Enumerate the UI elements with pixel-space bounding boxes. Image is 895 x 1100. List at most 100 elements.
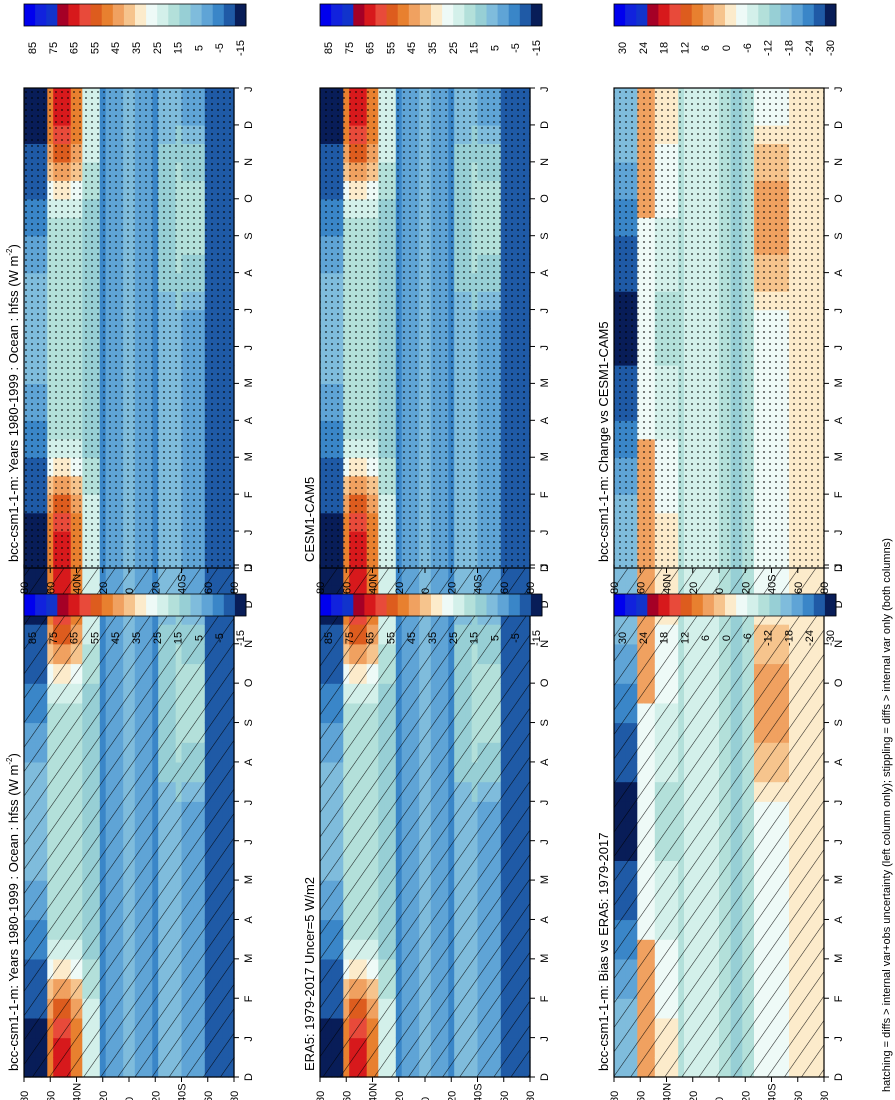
month-label: S xyxy=(243,232,255,239)
lat-tick-label: 80 xyxy=(609,1091,621,1100)
month-label: A xyxy=(243,269,255,277)
lat-tick-label: 20 xyxy=(394,1091,406,1100)
lat-tick-label: 40S xyxy=(177,1083,189,1100)
panel-title: bcc-csm1-1-m: Bias vs ERA5: 1979-2017 xyxy=(596,833,611,1071)
lat-tick-label: 20 xyxy=(150,582,162,594)
month-label: J xyxy=(243,530,255,536)
lat-tick-label: 40N xyxy=(72,574,84,594)
lat-tick-label: 40S xyxy=(177,574,189,594)
lat-tick-label: 80 xyxy=(525,1091,537,1100)
lat-tick-label: 20 xyxy=(446,582,458,594)
lat-tick-label: 80 xyxy=(819,1091,831,1100)
month-label: F xyxy=(833,995,845,1002)
lat-tick-label: 20 xyxy=(150,1091,162,1100)
month-label: J xyxy=(243,800,255,806)
month-label: J xyxy=(539,839,551,845)
lat-tick-label: 40N xyxy=(72,1083,84,1100)
lat-tick-label: 20 xyxy=(394,582,406,594)
month-label: M xyxy=(243,954,255,963)
panel-1: bcc-csm1-1-m: Years 1980-1999 : Ocean : … xyxy=(5,564,255,1100)
panel-title: ERA5: 1979-2017 Uncer=5 W/m2 xyxy=(302,877,317,1071)
month-label: O xyxy=(539,678,551,687)
month-label: D xyxy=(243,121,255,129)
month-label: S xyxy=(833,719,845,726)
lat-tick-label: 0 xyxy=(714,1097,726,1100)
lat-tick-label: 0 xyxy=(124,588,136,594)
panel-title: bcc-csm1-1-m: Years 1980-1999 : Ocean : … xyxy=(5,244,21,562)
month-label: M xyxy=(539,875,551,884)
lat-tick-label: 60 xyxy=(45,1091,57,1100)
lat-tick-label: 80 xyxy=(229,1091,241,1100)
month-label: J xyxy=(833,839,845,845)
panel-4: bcc-csm1-1-m: Years 1980-1999 : Ocean : … xyxy=(5,87,255,595)
lat-tick-label: 60 xyxy=(499,1091,511,1100)
lat-tick-label: 80 xyxy=(229,582,241,594)
month-label: D xyxy=(833,600,845,608)
month-label: J xyxy=(243,839,255,845)
month-label: J xyxy=(539,308,551,314)
month-label: J xyxy=(833,1036,845,1042)
hatching-overlay xyxy=(614,565,824,1077)
month-label: D xyxy=(833,1073,845,1081)
lat-tick-label: 20 xyxy=(98,1091,110,1100)
month-label: F xyxy=(243,491,255,498)
stippling-overlay xyxy=(24,88,234,568)
lat-tick-label: 80 xyxy=(19,1091,31,1100)
month-label: S xyxy=(243,719,255,726)
month-label: J xyxy=(539,800,551,806)
lat-tick-label: 80 xyxy=(19,582,31,594)
month-label: J xyxy=(243,564,255,570)
lat-tick-label: 80 xyxy=(525,582,537,594)
month-label: N xyxy=(243,640,255,648)
month-label: M xyxy=(243,875,255,884)
lat-tick-label: 20 xyxy=(688,1091,700,1100)
month-label: D xyxy=(243,564,255,572)
lat-tick-label: 0 xyxy=(124,1097,136,1100)
hatching-overlay xyxy=(24,565,234,1077)
month-label: A xyxy=(243,416,255,424)
month-label: D xyxy=(243,600,255,608)
month-label: D xyxy=(539,121,551,129)
month-label: J xyxy=(539,1036,551,1042)
month-label: O xyxy=(539,194,551,203)
lat-tick-label: 0 xyxy=(420,588,432,594)
month-label: D xyxy=(539,1073,551,1081)
month-label: O xyxy=(833,678,845,687)
month-label: J xyxy=(539,530,551,536)
month-label: A xyxy=(833,758,845,766)
month-label: D xyxy=(243,1073,255,1081)
lat-tick-label: 40S xyxy=(473,1083,485,1100)
month-label: A xyxy=(539,758,551,766)
lat-tick-label: 60 xyxy=(45,582,57,594)
month-label: S xyxy=(539,719,551,726)
lat-tick-label: 40S xyxy=(473,574,485,594)
month-label: J xyxy=(833,800,845,806)
month-label: J xyxy=(539,87,551,93)
lat-tick-label: 20 xyxy=(740,1091,752,1100)
month-label: J xyxy=(539,345,551,351)
lat-tick-label: 20 xyxy=(98,582,110,594)
month-label: N xyxy=(539,640,551,648)
month-label: N xyxy=(833,640,845,648)
lat-tick-label: 60 xyxy=(635,1091,647,1100)
lat-tick-label: 60 xyxy=(793,1091,805,1100)
month-label: M xyxy=(539,452,551,461)
lat-tick-label: 60 xyxy=(203,1091,215,1100)
month-label: M xyxy=(539,378,551,387)
panel-title: bcc-csm1-1-m: Years 1980-1999 : Ocean : … xyxy=(5,753,21,1071)
lat-tick-label: 60 xyxy=(203,582,215,594)
lat-tick-label: 80 xyxy=(315,582,327,594)
month-label: D xyxy=(539,600,551,608)
lat-tick-label: 60 xyxy=(499,582,511,594)
panel-title: CESM1-CAM5 xyxy=(302,477,317,562)
month-label: S xyxy=(539,232,551,239)
stippling-overlay xyxy=(320,88,530,568)
month-label: A xyxy=(539,269,551,277)
month-label: A xyxy=(243,915,255,923)
month-label: J xyxy=(243,308,255,314)
lat-tick-label: 60 xyxy=(341,582,353,594)
